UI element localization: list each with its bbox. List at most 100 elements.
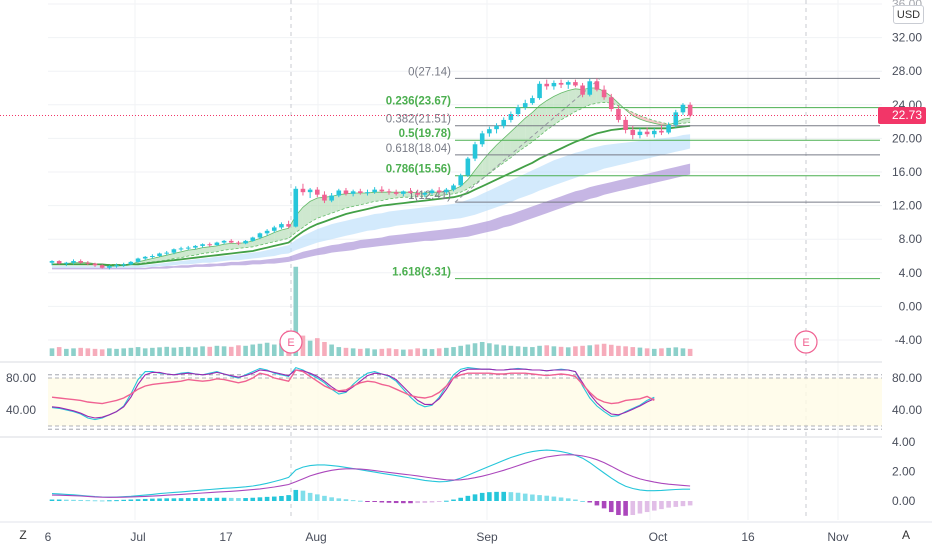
volume-bar [422,348,428,356]
candle-body [64,262,69,264]
volume-bar [444,347,449,356]
volume-bar [651,348,657,356]
fib-level-label: 0.5(19.78) [399,128,452,140]
volume-bar [107,348,112,356]
candle-body [687,104,693,116]
cloud-segment [324,196,332,216]
candle-body [644,131,650,135]
cloud-segment [518,118,526,152]
fib-level-label: 0(27.14) [408,66,451,78]
volume-bar [56,347,62,356]
candle-body [336,190,342,196]
cloud-segment [145,258,153,263]
cloud-segment [539,100,547,136]
candle-body [49,261,55,263]
candle-body [544,83,550,87]
macd-histogram-bar [150,498,155,501]
oscillator-right-tick: 80.00 [892,371,922,385]
oscillator-pane[interactable]: 80.00 80.00 40.00 40.00 [6,366,922,430]
macd-pane[interactable]: 4.00 2.00 0.00 [49,435,916,516]
volume-bar [401,349,406,356]
volume-bar [537,345,542,356]
macd-histogram-bar [573,499,578,501]
macd-histogram-bar [601,501,607,509]
volume-bar [386,348,392,356]
timezone-button[interactable]: Z [19,528,27,542]
time-axis-tick: 6 [45,530,52,544]
macd-histogram-bar [64,499,69,501]
candle-body [680,104,686,113]
volume-bar [128,347,134,356]
currency-button[interactable]: USD [893,5,924,24]
volume-bar [329,344,334,356]
candle-body [623,119,628,130]
last-price-label: 22.73 [878,106,926,124]
price-axis-tick: 8.00 [899,232,923,246]
fibonacci-retracement[interactable]: 0(27.14) 0.236(23.67) 0.382(21.51) 0.5(19.7… [386,66,880,280]
volume-bars [49,266,693,356]
macd-histogram-bar [616,501,621,516]
macd-histogram-bar [365,501,370,502]
candle-body [458,175,463,186]
time-axis[interactable]: 6 Jul 17 Aug Sep Oct 16 Nov [0,521,932,544]
cloud-segment [195,247,203,256]
volume-bar [580,345,585,356]
candle-body [200,244,205,246]
candle-body [307,189,313,193]
volume-bar [365,348,370,356]
candle-body [365,192,370,194]
macd-histogram-bar [107,500,112,502]
macd-histogram-bar [185,498,191,501]
macd-histogram-bar [659,501,664,510]
macd-histogram-bar [594,501,600,506]
candle-body [444,189,449,193]
macd-histogram-bar [422,501,428,503]
cloud-segment [224,243,232,251]
auto-scale-button[interactable]: A [901,528,910,542]
candle-body [178,248,184,250]
price-axis-tick: 28.00 [892,64,922,78]
candle-body [193,245,198,248]
cloud-segment [231,243,239,250]
volume-bar [623,346,628,356]
volume-bar [214,345,220,356]
macd-histogram-bar [451,499,456,501]
price-candles[interactable] [49,78,693,270]
volume-bar [78,347,83,356]
volume-bar [544,345,550,356]
cloud-segment [216,244,225,252]
volume-bar [594,344,600,356]
candle-body [573,82,578,86]
candle-body [128,261,134,265]
price-axis[interactable]: 32.0028.0024.0020.0016.0012.008.004.000.… [892,0,922,347]
earnings-marker-icon [794,330,818,354]
volume-bar [680,348,686,356]
cloud-segment [453,186,461,194]
macd-histogram-bar [644,501,650,513]
cloud-segment [661,122,669,125]
volume-bar [408,349,413,356]
candle-body [637,131,643,136]
macd-histogram-bar [386,501,392,503]
price-axis-tick: 12.00 [892,199,922,213]
macd-histogram-bar [257,497,263,501]
cloud-segment [682,118,691,124]
candle-body [408,191,413,193]
candle-body [142,256,148,259]
macd-histogram-bar [99,500,105,502]
macd-histogram-bar [92,500,98,502]
cloud-segment [374,192,382,202]
volume-bar [164,346,170,356]
macd-histogram-bar [142,498,148,501]
macd-histogram-bar [293,489,299,501]
macd-histogram-bar [637,501,643,514]
volume-bar [372,349,377,356]
macd-histogram-bar [314,494,320,501]
candle-body [214,242,220,246]
candle-body [479,133,485,145]
candle-body [630,130,636,136]
candle-body [157,253,162,256]
